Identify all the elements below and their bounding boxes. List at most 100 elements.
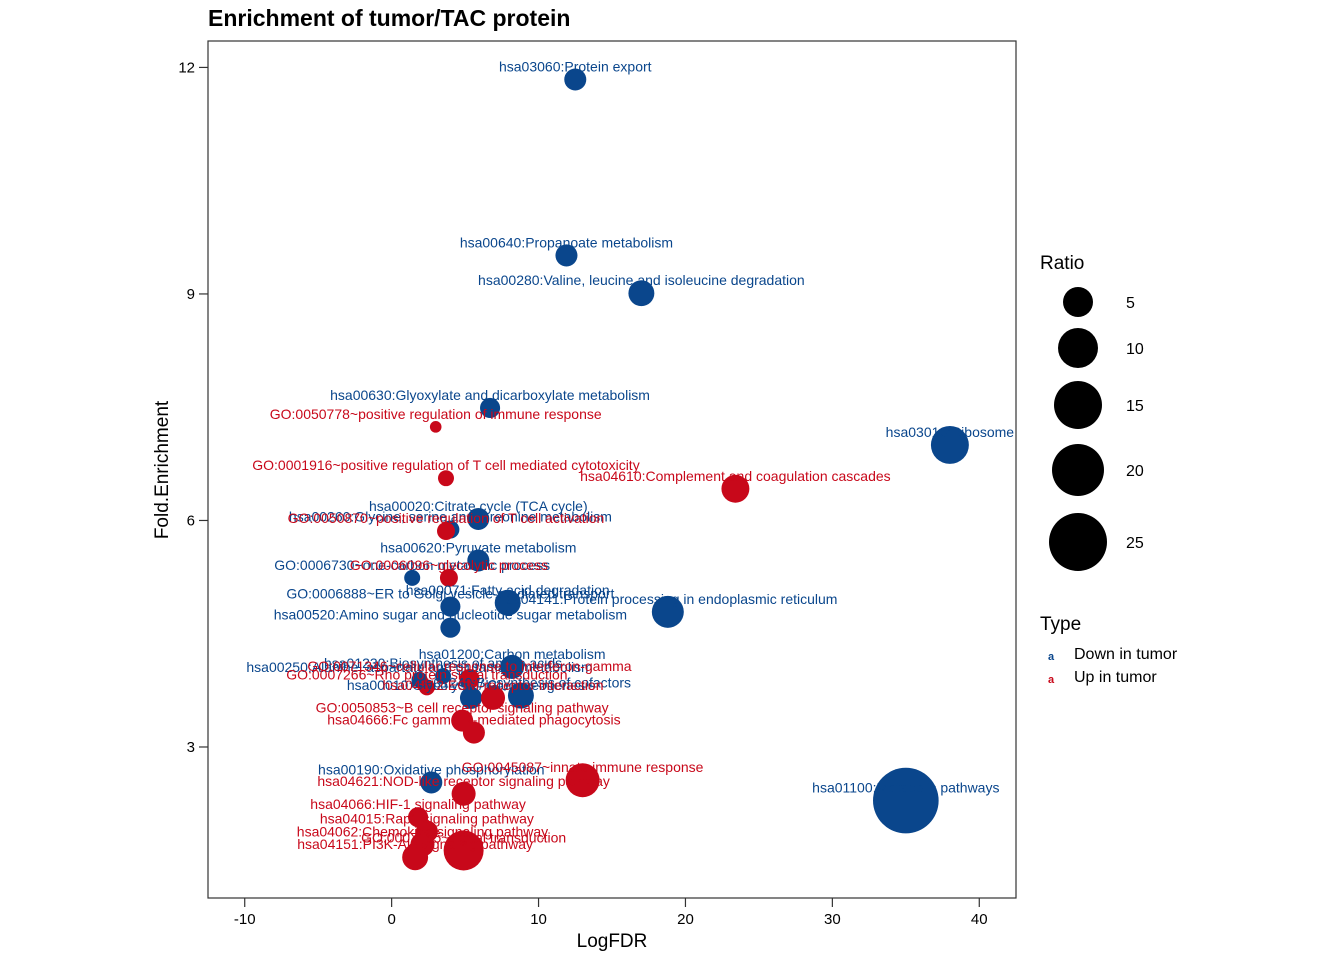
data-point-label: hsa00020:Citrate cycle (TCA cycle) [369,498,588,514]
data-point [443,830,484,871]
plot-panel-border [207,40,1017,899]
color-legend-label: Down in tumor [1074,646,1178,663]
data-point [467,507,490,530]
data-point [564,68,587,91]
point-labels-layer: hsa03060:Protein export hsa00640:Propanoa… [246,59,1014,853]
color-legend-key: a [1048,674,1055,686]
data-point-label: hsa00630:Glyoxylate and dicarboxylate me… [330,387,650,403]
data-point-label: hsa01240:Biosynthesis of cofactors [411,675,631,691]
y-tick-label: 3 [187,739,195,756]
size-legend-title: Ratio [1040,253,1084,274]
data-point-label: GO:0045087~innate immune response [462,759,704,775]
size-legend-key [1058,328,1098,368]
x-axis-title: LogFDR [577,931,648,952]
data-point-label: hsa01100:Metabolic pathways [812,780,999,796]
data-point-label: hsa00250:Alanine, aspartate and glutamat… [246,659,592,675]
data-point [500,654,525,679]
data-point [418,679,435,696]
color-legend-key: a [1048,651,1055,663]
y-tick-label: 12 [178,59,195,76]
color-legend-title: Type [1040,614,1081,635]
size-legend-key [1063,287,1093,317]
data-point [494,589,521,616]
data-point [459,668,480,690]
size-legend-key [1052,444,1104,496]
data-point [462,721,485,744]
color-legend: Type a Down in tumor a Up in tumor [1040,614,1178,686]
color-legend-label: Up in tumor [1074,669,1157,686]
data-point-label: GO:0050870~positive regulation of T cell… [288,510,605,526]
data-point [480,397,501,419]
data-point-label: hsa00280:Valine, leucine and isoleucine … [478,272,805,288]
data-point [402,844,429,871]
data-point-label: hsa01200:Carbon metabolism [419,646,606,662]
x-tick-label: 20 [677,911,694,928]
data-point-label: hsa03060:Protein export [499,59,652,75]
data-point-label: hsa04151:PI3K-Akt signaling pathway [297,836,533,852]
data-point-label: GO:0050778~positive regulation of immune… [270,406,602,422]
data-point [459,686,482,709]
chart-title: Enrichment of tumor/TAC protein [208,5,570,31]
data-point [429,421,442,433]
data-point-label: GO:0001916~positive regulation of T cell… [252,457,639,473]
data-point [439,568,458,587]
data-point-label: hsa00010:Glycolysis / Gluconeogenesis [347,677,595,693]
data-point-label: GO:0071346~cellular response to interfer… [307,658,631,674]
data-point-label: hsa01230:Biosynthesis of amino acids [324,655,562,671]
data-point [721,474,750,503]
points-layer [402,68,969,871]
data-point-label: hsa04062:Chemokine signaling pathway [297,823,548,839]
data-point [440,617,461,638]
data-point [651,595,684,628]
data-point [420,771,443,794]
size-legend-label: 20 [1126,463,1144,480]
size-legend-label: 10 [1126,341,1144,358]
data-point [437,470,454,487]
data-point [435,668,452,685]
data-point-label: hsa00260:Glycine, serine and threonine m… [289,509,612,525]
size-legend-label: 15 [1126,398,1144,415]
data-point-label: hsa00071:Fatty acid degradation [406,582,610,598]
data-point [507,682,534,709]
x-tick-label: 10 [530,911,547,928]
data-point [628,280,655,307]
data-point-label: GO:0006730~one-carbon metabolic process [274,557,550,573]
y-axis-title: Fold.Enrichment [152,400,173,539]
data-point-label: hsa00190:Oxidative phosphorylation [318,761,545,777]
y-axis: 3 6 9 12 [178,59,208,756]
data-point-label: hsa03010:Ribosome [886,424,1015,440]
data-point-label: hsa04066:HIF-1 signaling pathway [310,796,526,812]
x-tick-label: 30 [824,911,841,928]
data-point-label: hsa00640:Propanoate metabolism [460,234,673,250]
data-point-label: hsa04666:Fc gamma R-mediated phagocytosi… [327,712,620,728]
data-point-label: GO:0006888~ER to Golgi vesicle-mediated … [286,586,614,602]
x-tick-label: 40 [971,911,988,928]
size-legend-key [1054,381,1102,429]
data-point [404,569,421,586]
data-point-label: GO:0007165~signal transduction [361,829,566,845]
data-point-label: hsa00520:Amino sugar and nucleotide suga… [274,607,627,623]
size-legend-key [1049,513,1107,571]
data-point [440,596,461,617]
data-point-label: GO:0006096~glycolytic process [350,557,548,573]
data-point [437,522,455,541]
x-axis: -10 0 10 20 30 40 [234,898,988,928]
x-tick-label: 0 [387,911,395,928]
data-point-label: GO:0050853~B cell receptor signaling pat… [316,700,609,716]
data-point-label: hsa00620:Pyruvate metabolism [380,539,576,555]
data-point-label: hsa04512:ECM-receptor interaction [382,677,603,693]
size-legend-label: 5 [1126,295,1135,312]
size-legend: Ratio 5 10 15 20 25 [1040,253,1144,571]
y-tick-label: 6 [187,512,195,529]
data-point-label: hsa04610:Complement and coagulation casc… [580,468,891,484]
data-point [930,425,969,464]
data-point-label: hsa04141:Protein processing in endoplasm… [498,591,837,607]
data-point [480,685,506,710]
data-point [467,549,490,572]
size-legend-label: 25 [1126,535,1144,552]
data-point [451,781,476,806]
data-point [565,763,600,798]
data-point [873,767,939,834]
data-point-label: hsa04015:Rap1 signaling pathway [320,811,534,827]
